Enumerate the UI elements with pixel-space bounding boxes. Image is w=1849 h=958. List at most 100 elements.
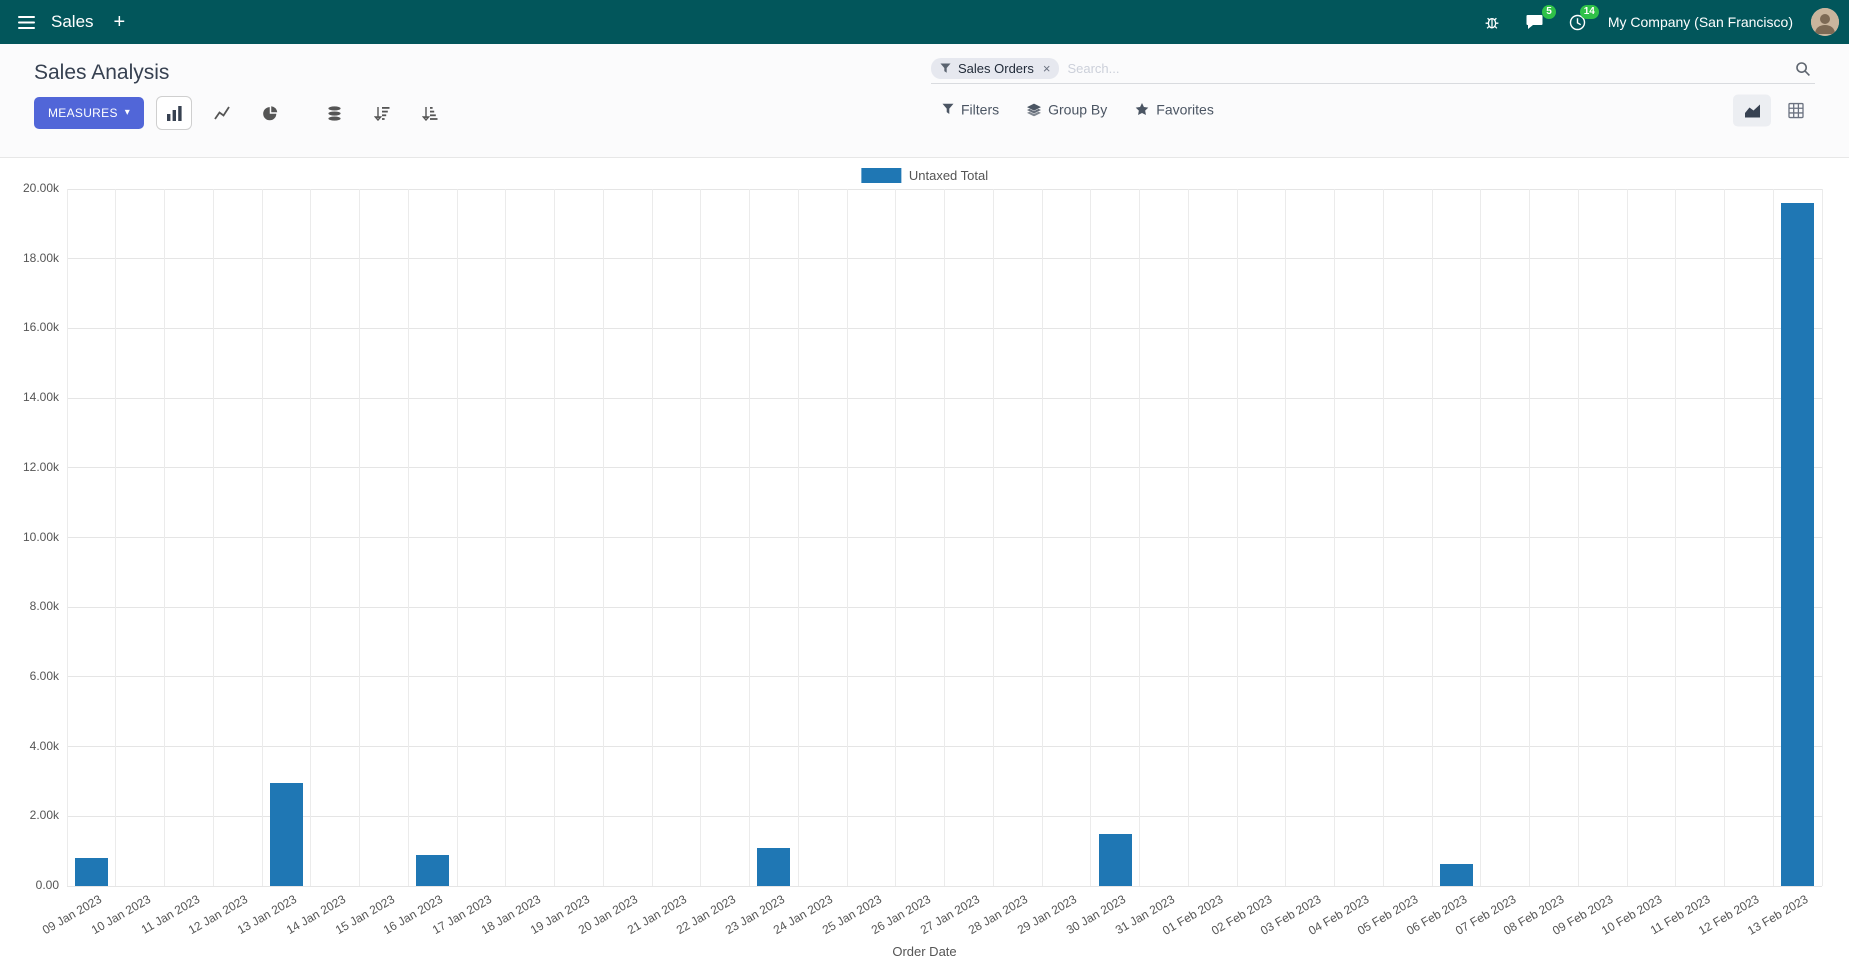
group-by-button[interactable]: Group By — [1027, 101, 1107, 117]
menu-icon — [18, 15, 35, 29]
pivot-view-button[interactable] — [1777, 95, 1815, 127]
h-gridline — [67, 885, 1822, 887]
company-switcher[interactable]: My Company (San Francisco) — [1607, 14, 1793, 30]
graph-tools: MEASURES ▾ — [34, 96, 448, 130]
layers-icon — [1027, 103, 1042, 116]
new-tab-button[interactable]: + — [113, 11, 126, 33]
sort-asc-icon — [422, 106, 438, 121]
v-gridline — [115, 189, 117, 886]
bar-chart-icon — [166, 105, 182, 121]
v-gridline — [944, 189, 945, 886]
v-gridline — [1529, 189, 1530, 886]
bug-icon — [1484, 14, 1500, 30]
messages-button[interactable]: 5 — [1522, 5, 1556, 34]
facet-label: Sales Orders — [958, 61, 1034, 76]
v-gridline — [310, 189, 312, 886]
bar[interactable] — [1098, 833, 1132, 886]
v-gridline — [456, 189, 458, 886]
filters-button[interactable]: Filters — [942, 101, 999, 117]
line-chart-button[interactable] — [204, 96, 240, 130]
navbar-left: Sales + — [10, 8, 125, 37]
v-gridline — [1382, 189, 1384, 886]
sort-desc-icon — [374, 106, 390, 121]
v-gridline — [895, 189, 897, 886]
v-gridline — [992, 189, 994, 886]
v-gridline — [651, 189, 653, 886]
v-gridline — [359, 189, 360, 886]
sort-desc-button[interactable] — [364, 96, 400, 130]
y-tick-label: 18.00k — [22, 250, 59, 265]
app-name[interactable]: Sales — [51, 12, 94, 31]
favorites-label: Favorites — [1156, 101, 1214, 118]
search-input[interactable] — [1059, 59, 1791, 78]
filter-icon — [942, 103, 954, 115]
pie-chart-button[interactable] — [252, 96, 288, 130]
search-options: Filters Group By Favorites — [942, 101, 1214, 117]
chart-legend: Untaxed Total — [860, 168, 988, 183]
v-gridline — [1334, 189, 1335, 886]
facet-remove-button[interactable]: × — [1042, 61, 1051, 76]
v-gridline — [1187, 189, 1189, 886]
v-gridline — [1821, 189, 1823, 886]
y-tick-label: 20.00k — [22, 181, 59, 195]
search-icon[interactable] — [1791, 59, 1815, 79]
toolbar-row: MEASURES ▾ — [0, 86, 1849, 130]
pie-chart-icon — [262, 105, 278, 121]
v-gridline — [1675, 189, 1677, 886]
pivot-grid-icon — [1788, 102, 1804, 119]
graph-view-button[interactable] — [1733, 94, 1771, 127]
v-gridline — [554, 189, 555, 886]
star-icon — [1135, 102, 1149, 116]
measures-button[interactable]: MEASURES ▾ — [34, 97, 145, 129]
legend-swatch — [860, 168, 901, 183]
page-title: Sales Analysis — [34, 61, 170, 84]
x-axis-title: Order Date — [892, 944, 957, 958]
chart-section: Untaxed Total 0.00 2.00k 4.00k 6.00k 8.00k 10… — [0, 158, 1849, 958]
bar-chart-button[interactable] — [156, 96, 193, 130]
v-gridline — [797, 189, 799, 886]
v-gridline — [505, 189, 507, 886]
line-chart-icon — [214, 106, 230, 120]
v-gridline — [1090, 189, 1092, 886]
avatar-image — [1811, 8, 1839, 36]
bar[interactable] — [1781, 202, 1815, 886]
bar[interactable] — [757, 847, 791, 886]
messages-badge: 5 — [1542, 5, 1556, 19]
search-facet[interactable]: Sales Orders × — [931, 58, 1060, 79]
stacked-toggle-button[interactable] — [316, 96, 352, 130]
bar[interactable] — [269, 783, 303, 886]
caret-down-icon: ▾ — [124, 107, 131, 118]
bar[interactable] — [1439, 864, 1473, 886]
favorites-button[interactable]: Favorites — [1135, 101, 1214, 117]
debug-button[interactable] — [1480, 10, 1504, 34]
y-tick-label: 10.00k — [22, 529, 59, 544]
y-tick-label: 14.00k — [22, 390, 59, 405]
y-tick-label: 2.00k — [29, 808, 59, 823]
v-gridline — [66, 189, 68, 886]
v-gridline — [749, 189, 750, 886]
top-navbar: Sales + 5 14 My Company (San Francisco) — [0, 0, 1849, 44]
search-bar[interactable]: Sales Orders × — [931, 58, 1815, 84]
bar[interactable] — [416, 854, 450, 886]
bar[interactable] — [74, 858, 108, 886]
v-gridline — [1041, 189, 1043, 886]
v-gridline — [700, 189, 702, 886]
v-gridline — [164, 189, 165, 886]
y-tick-label: 16.00k — [22, 320, 59, 335]
sort-asc-button[interactable] — [412, 96, 448, 130]
y-tick-label: 0.00 — [35, 878, 59, 892]
area-chart-icon — [1744, 103, 1761, 118]
clock-icon — [1569, 14, 1586, 31]
v-gridline — [407, 189, 409, 886]
filters-label: Filters — [961, 101, 1000, 118]
activities-button[interactable]: 14 — [1565, 4, 1599, 35]
v-gridline — [212, 189, 214, 886]
y-tick-label: 8.00k — [29, 599, 59, 614]
v-gridline — [261, 189, 263, 886]
measures-label: MEASURES — [48, 106, 118, 120]
y-tick-label: 4.00k — [29, 738, 59, 753]
bar-chart-plot[interactable]: 0.00 2.00k 4.00k 6.00k 8.00k 10.00k 12.00k 14.0… — [23, 181, 1823, 938]
chart-type-group — [156, 96, 288, 130]
apps-menu-button[interactable] — [10, 8, 43, 37]
user-avatar[interactable] — [1811, 8, 1839, 36]
